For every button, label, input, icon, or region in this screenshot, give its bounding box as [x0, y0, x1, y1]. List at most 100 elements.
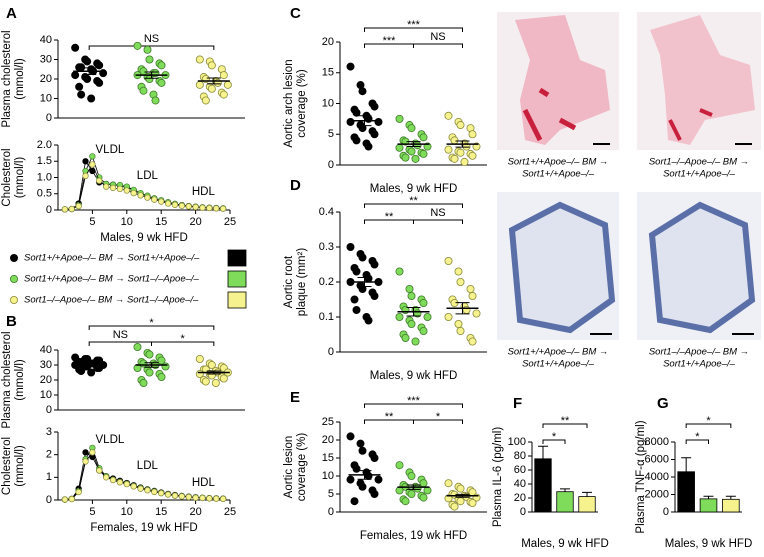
line-point — [116, 479, 124, 486]
data-point — [133, 41, 142, 50]
data-point — [370, 260, 379, 269]
data-point — [201, 377, 210, 386]
data-point — [350, 497, 359, 506]
line-point — [151, 488, 158, 495]
data-point — [456, 277, 465, 286]
data-point — [77, 90, 86, 99]
y-tick-label: 20 — [322, 36, 334, 48]
y-tick-label: 0 — [328, 159, 334, 171]
x-axis-label: Females, 19 wk HFD — [90, 522, 197, 534]
significance-label: NS — [113, 329, 128, 341]
data-point — [145, 368, 154, 377]
y-tick-label: 0 — [46, 204, 52, 216]
y-axis-label: coverage (%) — [296, 69, 308, 138]
data-point — [143, 45, 152, 54]
line-point — [171, 492, 179, 499]
line-point — [164, 200, 172, 207]
curve-label: VLDL — [96, 144, 125, 156]
legend-swatch — [227, 249, 247, 267]
significance-label: *** — [383, 35, 397, 47]
x-axis-label: Males, 9 wk HFD — [100, 232, 188, 244]
y-axis-label: plaque (mm²) — [296, 248, 308, 317]
y-tick-label: 2.0 — [37, 139, 52, 151]
data-point — [419, 479, 428, 488]
data-point — [71, 43, 80, 52]
data-point — [395, 267, 404, 276]
line-point — [178, 493, 185, 500]
line-point — [130, 189, 137, 197]
y-tick-label: 0 — [328, 346, 334, 358]
data-point — [358, 124, 367, 133]
y-tick-label: 3 — [46, 426, 52, 438]
y-tick-label: 5 — [328, 488, 334, 500]
data-point — [219, 374, 228, 383]
line-point — [206, 495, 213, 502]
y-axis-label: Aortic lesion — [283, 436, 295, 499]
data-point — [352, 305, 361, 314]
y-axis-label: Cholesterol — [1, 437, 13, 495]
line-point — [158, 490, 165, 497]
y-tick-label: 0 — [46, 112, 52, 124]
data-point — [395, 461, 404, 470]
data-point — [346, 62, 355, 71]
bar — [534, 458, 552, 513]
data-point — [456, 148, 465, 157]
y-tick-label: 10 — [322, 97, 334, 109]
y-tick-label: 20 — [40, 73, 52, 85]
data-point — [462, 305, 471, 314]
data-point — [374, 475, 383, 484]
image-caption: Sort1+/+Apoe–/– BM → — [508, 347, 609, 358]
y-tick-label: 40 — [40, 34, 52, 46]
x-tick-label: 25 — [224, 216, 236, 228]
data-point — [456, 497, 465, 506]
data-point — [444, 256, 453, 265]
aorta-2 — [650, 15, 755, 145]
section-2 — [648, 201, 756, 334]
data-point — [207, 360, 216, 369]
data-point — [407, 319, 416, 328]
data-point — [95, 363, 104, 372]
significance-label: ** — [409, 195, 418, 207]
data-point — [358, 446, 367, 455]
legend-swatch — [227, 291, 247, 309]
data-point — [223, 80, 232, 89]
line-point — [185, 203, 192, 210]
data-point — [157, 78, 166, 87]
y-tick-label: 0.1 — [319, 311, 334, 323]
data-point — [364, 274, 373, 283]
data-point — [456, 484, 465, 493]
data-point — [468, 291, 477, 300]
sem-bar — [406, 307, 421, 317]
y-tick-label: 20 — [514, 492, 526, 504]
data-point — [352, 136, 361, 145]
sem-bar — [144, 71, 159, 79]
y-axis-label: Aortic root — [283, 255, 295, 308]
data-point — [401, 333, 410, 342]
data-point — [466, 284, 475, 293]
y-tick-label: 30 — [40, 53, 52, 65]
data-point — [468, 130, 477, 139]
curve-label: HDL — [192, 477, 216, 489]
data-point — [157, 356, 166, 365]
data-point — [346, 475, 355, 484]
data-point — [87, 368, 96, 377]
sem-bar — [406, 484, 421, 490]
sem-bar — [144, 362, 159, 368]
data-point — [352, 108, 361, 117]
photos — [497, 12, 761, 340]
data-point — [364, 142, 373, 151]
data-point — [358, 284, 367, 293]
data-point — [195, 55, 204, 64]
sem-bar — [206, 370, 221, 375]
y-tick-label: 0 — [328, 506, 334, 518]
y-tick-label: 1 — [46, 471, 52, 483]
data-point — [423, 312, 432, 321]
y-axis-label: (mmol/l) — [14, 58, 26, 100]
image-caption: Sort1+/+Apoe–/– BM → — [508, 157, 609, 168]
y-axis-label: Plasma TNF-α (pg/ml) — [635, 420, 647, 533]
legend-marker — [9, 274, 18, 283]
data-point — [161, 362, 170, 371]
data-point — [151, 96, 160, 105]
y-axis-label: Aortic arch lesion — [283, 59, 295, 147]
